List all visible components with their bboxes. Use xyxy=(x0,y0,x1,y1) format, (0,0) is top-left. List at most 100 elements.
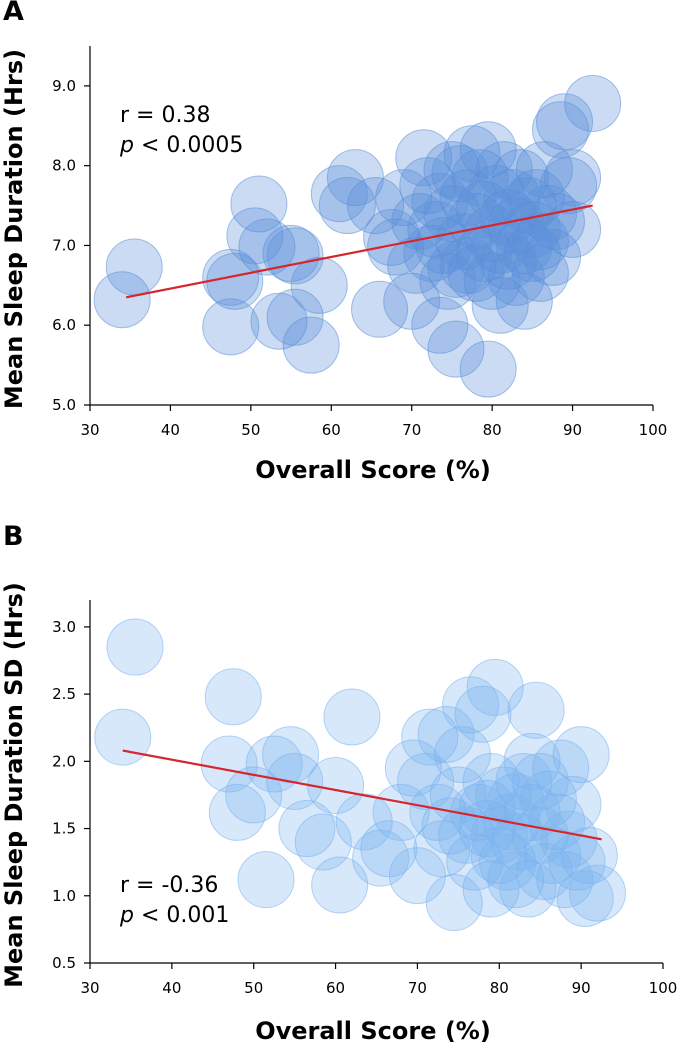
data-point xyxy=(384,739,442,797)
x-tick-label: 70 xyxy=(408,979,427,997)
x-tick-label: 50 xyxy=(241,421,260,439)
data-point xyxy=(511,244,569,302)
data-point xyxy=(106,618,164,676)
x-tick-label: 50 xyxy=(244,979,263,997)
data-point xyxy=(335,793,393,851)
y-tick-label: 6.0 xyxy=(52,316,76,334)
data-point xyxy=(94,708,152,766)
data-point xyxy=(360,820,418,878)
p-symbol: p xyxy=(119,903,134,928)
data-point xyxy=(105,238,163,296)
data-point xyxy=(323,688,381,746)
data-point xyxy=(208,783,266,841)
data-point xyxy=(544,149,602,207)
data-point xyxy=(427,320,485,378)
y-tick-label: 9.0 xyxy=(52,77,76,95)
data-point xyxy=(282,316,340,374)
y-axis-title: Mean Sleep Duration SD (Hrs) xyxy=(0,582,28,988)
p-value-label: p < 0.0005 xyxy=(119,133,243,158)
data-point xyxy=(352,829,410,887)
data-point xyxy=(470,826,528,884)
data-point xyxy=(519,770,577,828)
data-point xyxy=(401,708,459,766)
p-value-label: p < 0.001 xyxy=(119,903,229,928)
data-point xyxy=(552,726,610,784)
data-point xyxy=(245,735,303,793)
x-tick-label: 80 xyxy=(490,979,509,997)
data-point xyxy=(367,218,425,276)
data-point xyxy=(225,766,283,824)
data-point xyxy=(459,340,517,398)
x-tick-label: 30 xyxy=(80,421,99,439)
data-point xyxy=(226,207,284,265)
data-point xyxy=(479,232,537,290)
data-point xyxy=(93,271,151,329)
data-point xyxy=(507,169,565,227)
data-point xyxy=(451,149,509,207)
data-point xyxy=(536,93,594,151)
y-tick-label: 0.5 xyxy=(52,954,76,972)
data-point xyxy=(409,783,467,841)
data-point xyxy=(290,256,348,314)
x-tick-label: 80 xyxy=(483,421,502,439)
data-point xyxy=(230,175,288,233)
data-point xyxy=(458,779,516,837)
chart-panel-a: A 30 40 50 60 70 80 90 100 5.0 6.0 7.0 8.0 9.0 Overal… xyxy=(0,0,688,525)
data-point xyxy=(442,676,500,734)
p-value-text: < 0.0005 xyxy=(134,133,243,158)
data-point xyxy=(237,851,295,909)
data-point xyxy=(238,218,296,276)
data-point xyxy=(462,860,520,918)
data-point xyxy=(310,165,368,223)
data-point xyxy=(487,773,545,831)
x-tick-label: 40 xyxy=(161,421,180,439)
y-tick-label: 7.0 xyxy=(52,236,76,254)
data-point xyxy=(433,726,491,784)
data-point xyxy=(425,874,483,931)
trend-line xyxy=(122,749,602,841)
data-points xyxy=(94,618,627,931)
data-point xyxy=(560,826,618,884)
y-tick-label: 3.0 xyxy=(52,618,76,636)
x-tick-label: 60 xyxy=(326,979,345,997)
data-point xyxy=(250,292,308,350)
data-point xyxy=(491,149,549,207)
data-point xyxy=(266,227,324,285)
correlation-r-label: r = -0.36 xyxy=(120,873,218,898)
data-point xyxy=(515,843,573,901)
scatter-chart-b: 30 40 50 60 70 80 90 100 0.5 1.0 1.5 2.0 2.5 3.0 Overa… xyxy=(0,582,678,1045)
p-value-text: < 0.001 xyxy=(134,903,229,928)
x-tick-label: 30 xyxy=(80,979,99,997)
x-tick-label: 100 xyxy=(649,979,678,997)
data-point xyxy=(499,860,557,918)
data-point xyxy=(564,74,622,132)
data-point xyxy=(544,200,602,258)
data-point xyxy=(411,296,469,354)
data-point xyxy=(372,783,430,841)
x-tick-label: 40 xyxy=(162,979,181,997)
data-point xyxy=(202,298,260,356)
data-point xyxy=(507,681,565,739)
data-point xyxy=(471,276,529,334)
y-tick-label: 2.0 xyxy=(52,752,76,770)
x-axis-title: Overall Score (%) xyxy=(255,456,491,484)
trend-line xyxy=(125,204,593,299)
data-point xyxy=(454,685,512,743)
data-point xyxy=(511,212,569,270)
y-axis-title: Mean Sleep Duration (Hrs) xyxy=(0,49,28,409)
panel-letter-a: A xyxy=(3,0,24,27)
data-point xyxy=(351,280,409,338)
p-symbol: p xyxy=(119,133,134,158)
data-point xyxy=(511,753,569,810)
x-tick-label: 90 xyxy=(563,421,582,439)
y-tick-label: 2.5 xyxy=(52,685,76,703)
x-tick-label: 70 xyxy=(402,421,421,439)
data-point xyxy=(417,705,475,763)
chart-panel-b: B 30 40 50 60 70 80 90 100 0.5 1.0 1.5 2.0 2.5 3.0 Ove… xyxy=(0,521,688,1051)
data-point xyxy=(569,864,627,922)
x-tick-label: 60 xyxy=(322,421,341,439)
y-tick-label: 5.0 xyxy=(52,396,76,414)
x-axis-title: Overall Score (%) xyxy=(255,1017,491,1045)
x-tick-label: 100 xyxy=(639,421,668,439)
panel-letter-b: B xyxy=(3,521,24,552)
